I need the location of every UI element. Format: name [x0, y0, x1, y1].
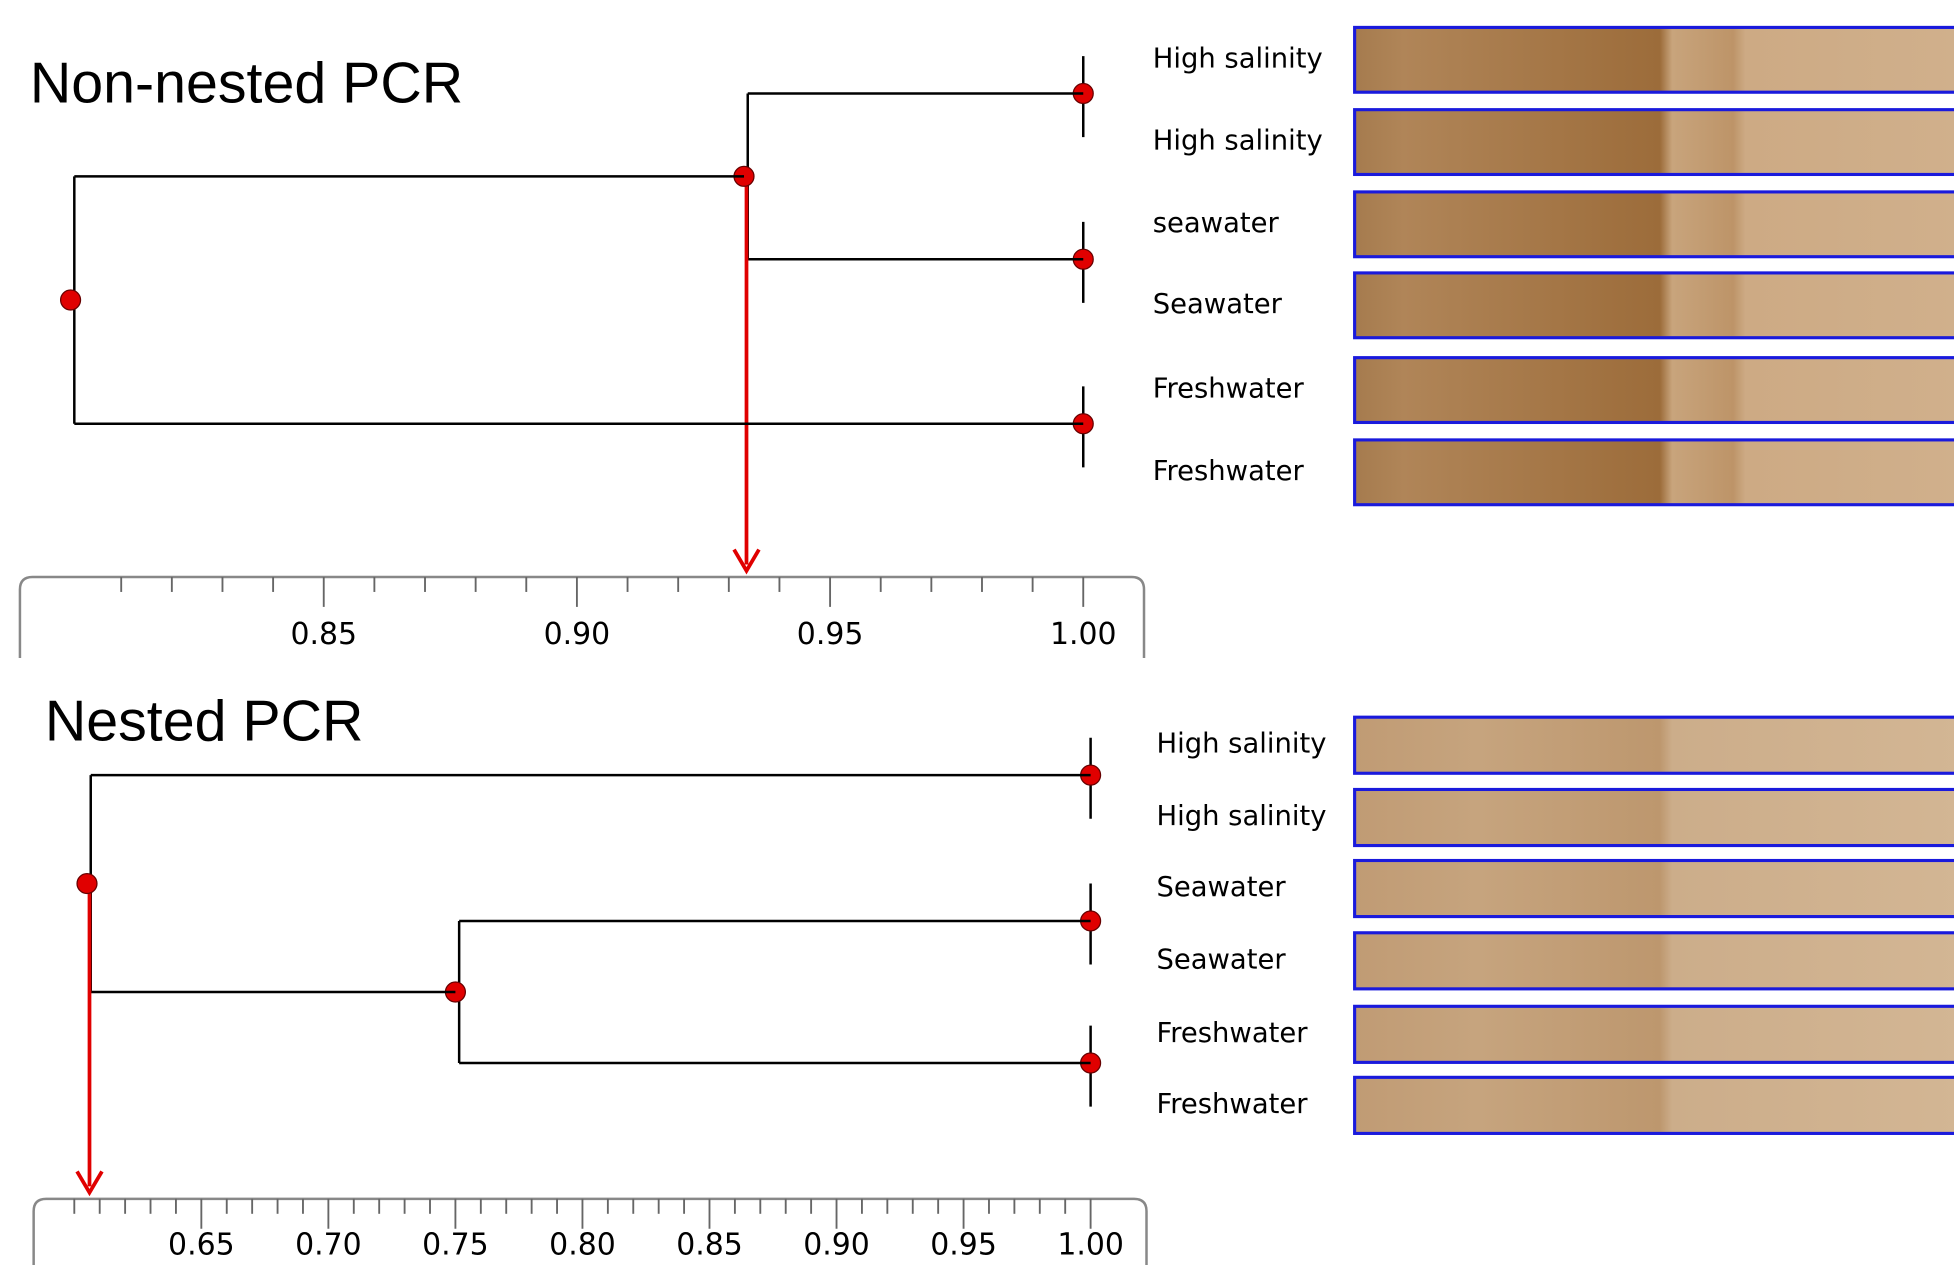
- gel-lane: [1355, 192, 1954, 257]
- chart-title: Non-nested PCR: [30, 51, 463, 115]
- lane-label: Freshwater: [1156, 1018, 1308, 1049]
- gel-lane: [1355, 1077, 1954, 1133]
- x-tick-label: 0.90: [803, 1228, 870, 1263]
- lane-label: Freshwater: [1153, 374, 1305, 405]
- chart-title: Nested PCR: [45, 689, 364, 753]
- x-tick-label: 0.65: [168, 1228, 235, 1263]
- figure-body: Non-nested PCR 0.85 0.90 0.95 1.00 High salin…: [20, 27, 1954, 1265]
- gel-lane: [1355, 861, 1954, 917]
- lane-label: High salinity: [1153, 126, 1323, 157]
- x-tick-label: 1.00: [1050, 617, 1117, 652]
- x-tick-label: 0.80: [549, 1228, 616, 1263]
- gel-lane: [1355, 440, 1954, 505]
- lane-label: High salinity: [1156, 729, 1326, 760]
- gel-lane: [1355, 27, 1954, 92]
- lane-label: Seawater: [1156, 944, 1286, 975]
- lane-label: Seawater: [1156, 872, 1286, 903]
- gel-lane: [1355, 273, 1954, 338]
- x-tick-label: 0.75: [422, 1228, 489, 1263]
- branch-node: [77, 874, 97, 894]
- x-tick-label: 0.85: [676, 1228, 743, 1263]
- x-tick-label: 0.95: [930, 1228, 997, 1263]
- gel-lane: [1355, 1006, 1954, 1062]
- gel-lane: [1355, 789, 1954, 845]
- x-tick-label: 0.90: [544, 617, 611, 652]
- x-tick-label: 0.70: [295, 1228, 362, 1263]
- lane-label: seawater: [1153, 208, 1280, 239]
- figure: Non-nested PCR 0.85 0.90 0.95 1.00 High salin…: [0, 0, 1954, 1265]
- page: {"chart_data": [ {"type": "dendrogram", …: [0, 0, 1954, 1265]
- x-tick-label: 0.95: [797, 617, 864, 652]
- gel-lane: [1355, 717, 1954, 773]
- lane-label: Freshwater: [1153, 456, 1305, 487]
- gel-lane: [1355, 358, 1954, 423]
- lane-label: High salinity: [1156, 801, 1326, 832]
- gel-lane: [1355, 110, 1954, 175]
- branch-node: [61, 290, 81, 310]
- x-tick-label: 1.00: [1057, 1228, 1124, 1263]
- x-tick-label: 0.85: [290, 617, 357, 652]
- lane-label: Freshwater: [1156, 1089, 1308, 1120]
- lane-label: Seawater: [1153, 289, 1283, 320]
- lane-label: High salinity: [1153, 43, 1323, 74]
- gel-lane: [1355, 933, 1954, 989]
